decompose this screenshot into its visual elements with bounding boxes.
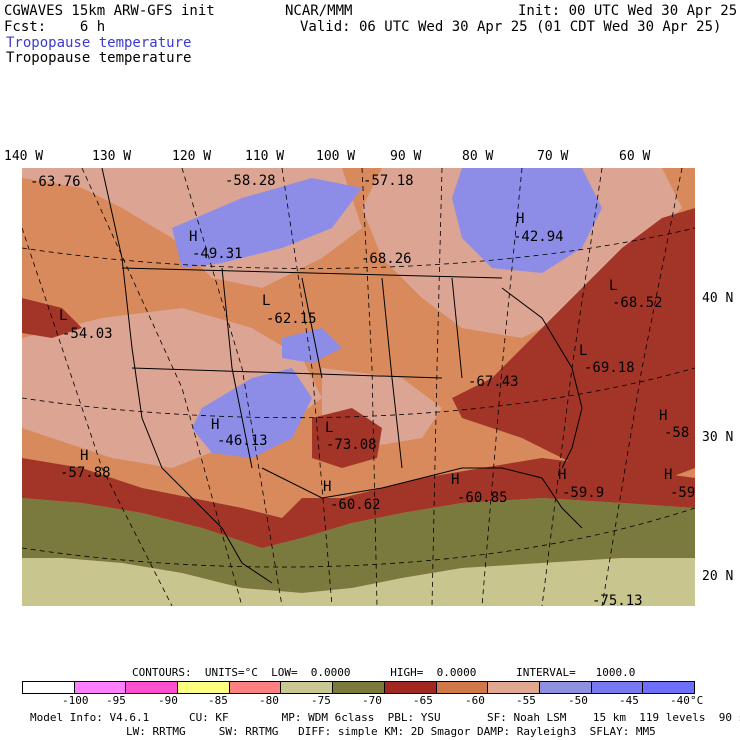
olive-zone <box>22 498 695 593</box>
lon-label: 110 W <box>245 149 285 164</box>
legend-label: -65 <box>413 694 433 707</box>
legend-label: -50 <box>568 694 588 707</box>
legend-swatch <box>436 682 489 693</box>
legend-label: -60 <box>465 694 485 707</box>
high-marker: H <box>211 417 220 433</box>
physics-info: LW: RRTMG SW: RRTMG DIFF: simple KM: 2D … <box>126 725 656 738</box>
init-time: Init: 00 UTC Wed 30 Apr 25 <box>518 3 738 19</box>
value-label: -62.15 <box>266 311 317 327</box>
high-marker: H <box>664 467 673 483</box>
legend-label: -40 <box>670 694 690 707</box>
low-marker: L <box>262 293 271 309</box>
lat-label: 20 N <box>702 569 734 584</box>
lat-label: 30 N <box>702 430 734 445</box>
high-marker: H <box>451 472 460 488</box>
lat-label: 40 N <box>702 291 734 306</box>
legend-swatch <box>384 682 437 693</box>
forecast-hour: Fcst: 6 h <box>4 19 106 35</box>
legend-swatch <box>591 682 644 693</box>
legend-swatch <box>23 682 75 693</box>
legend-label: -100 <box>62 694 89 707</box>
value-label: -57.18 <box>363 173 414 189</box>
contour-field-title: Tropopause temperature <box>6 50 192 66</box>
value-label: -42.94 <box>513 229 564 245</box>
value-label: -58 <box>664 425 690 441</box>
model-info: Model Info: V4.6.1 CU: KF MP: WDM 6class… <box>30 711 740 724</box>
color-legend <box>22 681 695 694</box>
warm-zone <box>452 208 695 488</box>
model-title: CGWAVES 15km ARW-GFS init <box>4 3 215 19</box>
cold-zone <box>282 328 342 363</box>
low-marker: L <box>609 278 618 294</box>
high-marker: H <box>189 229 198 245</box>
legend-swatch <box>178 682 230 693</box>
value-label: -67.43 <box>468 374 519 390</box>
low-marker: L <box>59 308 68 324</box>
value-label: -58.28 <box>225 173 276 189</box>
cold-zone <box>192 368 312 458</box>
lon-label: 130 W <box>92 149 132 164</box>
legend-swatch <box>229 682 282 693</box>
value-label: -73.08 <box>326 437 377 453</box>
lon-label: 100 W <box>316 149 356 164</box>
legend-label: -45 <box>619 694 639 707</box>
high-marker: H <box>323 479 332 495</box>
legend-swatch <box>333 682 385 693</box>
legend-label: -95 <box>106 694 126 707</box>
warm-zone <box>22 458 695 548</box>
lon-label: 70 W <box>537 149 569 164</box>
legend-swatch <box>643 682 694 693</box>
legend-label: -80 <box>259 694 279 707</box>
legend-swatch <box>539 682 592 693</box>
legend-swatch <box>74 682 127 693</box>
cold-zone <box>172 178 362 268</box>
legend-label: -70 <box>362 694 382 707</box>
value-label: -59.9 <box>562 485 605 501</box>
valid-time: Valid: 06 UTC Wed 30 Apr 25 (01 CDT Wed … <box>300 19 722 35</box>
value-label: -68.26 <box>361 251 412 267</box>
value-label: -63.76 <box>30 174 81 190</box>
high-marker: H <box>516 211 525 227</box>
value-label: -75.13 <box>592 593 643 609</box>
legend-swatch <box>281 682 334 693</box>
lon-label: 60 W <box>619 149 651 164</box>
cold-zone <box>452 168 602 273</box>
tropopause-temperature-map <box>22 168 695 606</box>
value-label: -60.62 <box>330 497 381 513</box>
colored-field-title: Tropopause temperature <box>6 35 192 51</box>
value-label: -68.52 <box>612 295 663 311</box>
legend-swatch <box>488 682 540 693</box>
legend-label: -85 <box>208 694 228 707</box>
high-marker: H <box>558 467 567 483</box>
coastlines-and-borders <box>101 168 583 584</box>
value-label: -69.18 <box>584 360 635 376</box>
lon-label: 80 W <box>462 149 494 164</box>
legend-label: -90 <box>158 694 178 707</box>
value-label: -60.85 <box>457 490 508 506</box>
value-label: -54.03 <box>62 326 113 342</box>
value-label: -46.13 <box>217 433 268 449</box>
lon-label: 90 W <box>390 149 422 164</box>
lon-label: 120 W <box>172 149 212 164</box>
legend-label: -75 <box>311 694 331 707</box>
low-marker: L <box>579 343 588 359</box>
tan-zone <box>22 558 695 606</box>
lon-label: 140 W <box>4 149 44 164</box>
legend-label: -55 <box>516 694 536 707</box>
legend-unit: °C <box>690 694 704 707</box>
high-marker: H <box>659 408 668 424</box>
warm-zone <box>312 408 382 468</box>
low-marker: L <box>325 420 334 436</box>
contour-info: CONTOURS: UNITS=°C LOW= 0.0000 HIGH= 0.0… <box>132 666 636 679</box>
value-label: -49.31 <box>192 246 243 262</box>
value-label: -57.88 <box>60 465 111 481</box>
graticule <box>22 168 695 606</box>
org-label: NCAR/MMM <box>285 3 353 19</box>
legend-swatch <box>126 682 179 693</box>
value-label: -59 <box>670 485 696 501</box>
high-marker: H <box>80 448 89 464</box>
